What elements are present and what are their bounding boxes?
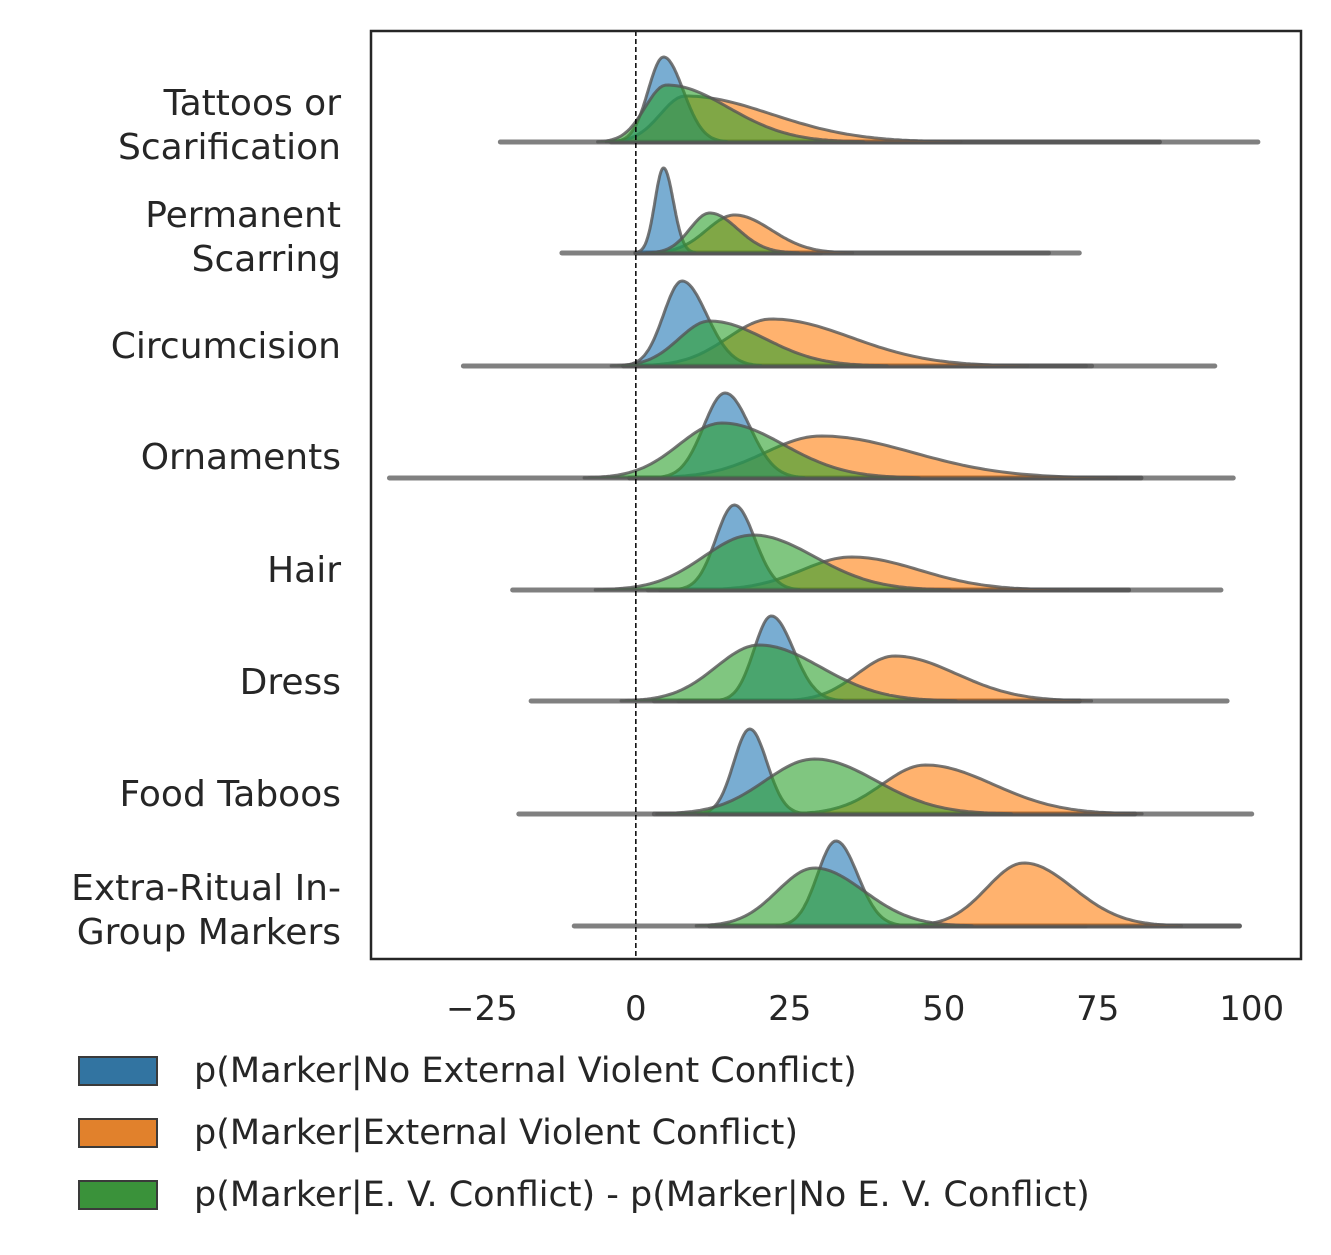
- y-tick-label: Ornaments: [141, 437, 341, 478]
- x-tick-label: 50: [922, 989, 965, 1029]
- y-tick-label: Circumcision: [111, 326, 341, 367]
- ridge-row: [571, 839, 1242, 929]
- y-tick-label-line: Hair: [267, 550, 341, 591]
- density-difference: [655, 757, 1013, 816]
- y-tick-label-line: Group Markers: [77, 912, 341, 953]
- density-difference: [619, 643, 958, 703]
- y-tick-label: Hair: [267, 550, 341, 591]
- y-tick-label-line: Permanent: [145, 195, 341, 236]
- x-tick-label: 0: [625, 989, 647, 1029]
- ridge-row: [559, 166, 1082, 256]
- y-tick-label: Tattoos or Scarification: [118, 83, 341, 168]
- legend-swatch-orange: [78, 1118, 158, 1148]
- ridge-row: [497, 55, 1261, 145]
- legend: p(Marker|No External Violent Conflict) p…: [78, 1040, 1090, 1226]
- ridge-row: [510, 503, 1224, 593]
- y-tick-label-line: Dress: [240, 662, 341, 703]
- density-difference: [593, 533, 952, 592]
- x-tick-label: 100: [1219, 989, 1284, 1029]
- y-tick-label-line: Circumcision: [111, 326, 341, 367]
- x-tick-label: 25: [768, 989, 811, 1029]
- density-difference: [582, 421, 921, 480]
- y-tick-label: Extra-Ritual In-Group Markers: [71, 868, 341, 953]
- y-tick-label-line: Extra-Ritual In-: [71, 868, 341, 909]
- density-difference: [609, 319, 889, 368]
- ridge-row: [516, 727, 1255, 817]
- x-tick-label: 75: [1076, 989, 1119, 1029]
- plot-frame: [369, 29, 1303, 961]
- legend-item-difference: p(Marker|E. V. Conflict) - p(Marker|No E…: [78, 1164, 1090, 1226]
- x-tick-labels: −25 0 25 50 75 100: [446, 989, 1284, 1029]
- density-difference: [645, 211, 800, 255]
- density-difference: [596, 83, 866, 144]
- legend-swatch-blue: [78, 1056, 158, 1086]
- ridge-row: [386, 391, 1236, 481]
- legend-label: p(Marker|No External Violent Conflict): [194, 1051, 857, 1091]
- y-tick-labels: Tattoos or Scarification Permanent Scarring…: [71, 83, 341, 953]
- x-tick-label: −25: [446, 989, 518, 1029]
- y-tick-label-line: Ornaments: [141, 437, 341, 478]
- y-tick-label-line: Scarring: [192, 239, 341, 280]
- legend-item-conflict: p(Marker|External Violent Conflict): [78, 1102, 1090, 1164]
- y-tick-label-line: Scarification: [118, 127, 341, 168]
- ridge-row: [460, 279, 1218, 369]
- ridgeline-chart: Tattoos or Scarification Permanent Scarring…: [71, 29, 1303, 1029]
- y-tick-label: Permanent Scarring: [145, 195, 341, 280]
- y-tick-label: Food Taboos: [119, 774, 341, 815]
- density-conflict: [904, 861, 1183, 928]
- legend-swatch-green: [78, 1180, 158, 1210]
- y-tick-label: Dress: [240, 662, 341, 703]
- density-difference: [694, 866, 974, 928]
- ridges-layer: [386, 55, 1261, 929]
- legend-label: p(Marker|External Violent Conflict): [194, 1113, 799, 1153]
- y-tick-label-line: Food Taboos: [119, 774, 341, 815]
- ridge-row: [528, 614, 1230, 704]
- legend-label: p(Marker|E. V. Conflict) - p(Marker|No E…: [194, 1175, 1090, 1215]
- y-tick-label-line: Tattoos or: [163, 83, 342, 124]
- legend-item-no-conflict: p(Marker|No External Violent Conflict): [78, 1040, 1090, 1102]
